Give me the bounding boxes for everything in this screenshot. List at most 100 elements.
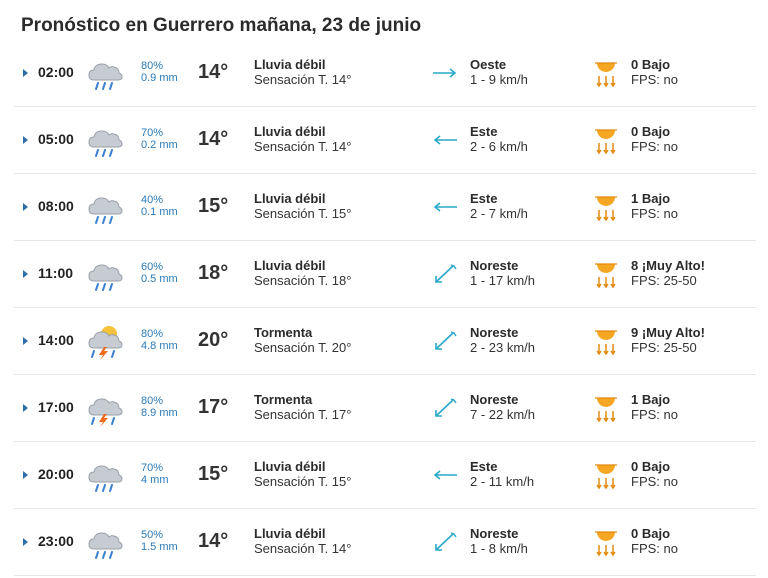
precip-probability: 80%: [141, 328, 164, 340]
feels-like: Sensación T. 14°: [254, 72, 352, 87]
precip-amount: 1.5 mm: [141, 541, 178, 553]
rain-cloud-icon: [88, 197, 123, 224]
precip-probability: 60%: [141, 261, 164, 273]
forecast-row-2000[interactable]: 20:00 70% 4 mm 15° Lluvia débil Sen: [14, 442, 756, 509]
uv-level: 1 Bajo: [631, 191, 671, 206]
uv-index: 9 ¡Muy Alto! FPS: 25-50: [631, 325, 705, 355]
uv-sun-icon: [595, 330, 617, 356]
condition: Tormenta Sensación T. 20°: [254, 325, 351, 355]
forecast-row-0200[interactable]: 02:00 80% 0.9 mm 14° Lluvia débil S: [14, 40, 756, 107]
precip-amount: 0.2 mm: [141, 139, 178, 151]
rain-cloud-icon: [88, 130, 123, 157]
condition: Lluvia débil Sensación T. 15°: [254, 191, 351, 221]
uv-level: 8 ¡Muy Alto!: [631, 258, 705, 273]
wind: Noreste 1 - 8 km/h: [470, 526, 528, 556]
temperature: 15°: [198, 463, 229, 485]
precip-probability: 70%: [141, 462, 164, 474]
rain-cloud-icon: [88, 465, 123, 492]
precip-amount: 0.5 mm: [141, 273, 178, 285]
precip-probability: 80%: [141, 60, 164, 72]
row-time: 14:00: [38, 332, 74, 348]
precipitation: 80% 0.9 mm: [141, 60, 178, 84]
precip-probability: 80%: [141, 395, 164, 407]
condition: Lluvia débil Sensación T. 14°: [254, 124, 351, 154]
feels-like: Sensación T. 18°: [254, 273, 352, 288]
precip-amount: 0.9 mm: [141, 72, 178, 84]
condition: Lluvia débil Sensación T. 14°: [254, 57, 351, 87]
wind-speed: 2 - 23 km/h: [470, 340, 536, 355]
wind-speed: 1 - 9 km/h: [470, 72, 528, 87]
forecast-row-1700[interactable]: 17:00 80% 8.9 mm 17° Tormenta Sensa: [14, 375, 756, 442]
precip-amount: 4.8 mm: [141, 340, 178, 352]
wind-direction: Oeste: [470, 57, 507, 72]
wind-direction: Este: [470, 191, 498, 206]
expand-caret-icon[interactable]: [23, 471, 28, 479]
temperature: 14°: [198, 61, 229, 83]
fps-value: FPS: 25-50: [631, 340, 697, 355]
wind: Noreste 1 - 17 km/h: [470, 258, 535, 288]
condition-label: Tormenta: [254, 392, 313, 407]
precip-probability: 50%: [141, 529, 164, 541]
expand-caret-icon[interactable]: [23, 136, 28, 144]
row-time: 05:00: [38, 131, 74, 147]
expand-caret-icon[interactable]: [23, 69, 28, 77]
page-title: Pronóstico en Guerrero mañana, 23 de jun…: [21, 15, 422, 36]
fps-value: FPS: no: [631, 72, 678, 87]
forecast-list: 02:00 80% 0.9 mm 14° Lluvia débil S: [14, 40, 756, 576]
expand-caret-icon[interactable]: [23, 404, 28, 412]
wind-direction: Noreste: [470, 325, 519, 340]
feels-like: Sensación T. 14°: [254, 541, 352, 556]
arrow-southwest-icon: [435, 331, 457, 350]
uv-index: 0 Bajo FPS: no: [631, 124, 678, 154]
uv-index: 1 Bajo FPS: no: [631, 392, 678, 422]
expand-caret-icon[interactable]: [23, 337, 28, 345]
precipitation: 80% 8.9 mm: [141, 395, 178, 419]
forecast-row-2300[interactable]: 23:00 50% 1.5 mm 14° Lluvia débil S: [14, 509, 756, 576]
forecast-row-0500[interactable]: 05:00 70% 0.2 mm 14° Lluvia débil S: [14, 107, 756, 174]
temperature: 18°: [198, 262, 229, 284]
precip-amount: 8.9 mm: [141, 407, 178, 419]
row-time: 11:00: [38, 265, 74, 281]
storm-sun-icon: [88, 326, 123, 360]
wind-speed: 2 - 11 km/h: [470, 474, 535, 489]
forecast-row-1400[interactable]: 14:00 80% 4.8 mm 20° Tormenta Sensa: [14, 308, 756, 375]
condition-label: Lluvia débil: [254, 57, 326, 72]
temperature: 20°: [198, 329, 229, 351]
row-time: 23:00: [38, 533, 74, 549]
expand-caret-icon[interactable]: [23, 203, 28, 211]
condition-label: Lluvia débil: [254, 526, 326, 541]
uv-level: 9 ¡Muy Alto!: [631, 325, 705, 340]
storm-icon: [88, 398, 123, 427]
precip-amount: 4 mm: [141, 474, 169, 486]
wind: Este 2 - 6 km/h: [470, 124, 528, 154]
feels-like: Sensación T. 15°: [254, 474, 352, 489]
wind-speed: 1 - 8 km/h: [470, 541, 528, 556]
condition: Lluvia débil Sensación T. 18°: [254, 258, 351, 288]
arrow-southwest-icon: [435, 398, 457, 417]
wind-direction: Noreste: [470, 258, 519, 273]
uv-level: 0 Bajo: [631, 459, 671, 474]
precip-amount: 0.1 mm: [141, 206, 178, 218]
uv-index: 0 Bajo FPS: no: [631, 526, 678, 556]
expand-caret-icon[interactable]: [23, 270, 28, 278]
forecast-row-1100[interactable]: 11:00 60% 0.5 mm 18° Lluvia débil S: [14, 241, 756, 308]
wind-direction: Noreste: [470, 392, 519, 407]
condition-label: Tormenta: [254, 325, 313, 340]
precipitation: 80% 4.8 mm: [141, 328, 178, 352]
wind: Oeste 1 - 9 km/h: [470, 57, 528, 87]
wind: Noreste 7 - 22 km/h: [470, 392, 535, 422]
precip-probability: 40%: [141, 194, 164, 206]
fps-value: FPS: no: [631, 541, 678, 556]
forecast-row-0800[interactable]: 08:00 40% 0.1 mm 15° Lluvia débil S: [14, 174, 756, 241]
arrow-southwest-icon: [435, 532, 457, 551]
wind-direction: Este: [470, 459, 498, 474]
fps-value: FPS: no: [631, 139, 678, 154]
feels-like: Sensación T. 17°: [254, 407, 352, 422]
expand-caret-icon[interactable]: [23, 538, 28, 546]
uv-index: 0 Bajo FPS: no: [631, 57, 678, 87]
uv-sun-icon: [595, 397, 617, 423]
uv-sun-icon: [595, 62, 617, 88]
uv-sun-icon: [595, 129, 617, 155]
wind-speed: 2 - 6 km/h: [470, 139, 528, 154]
rain-cloud-icon: [88, 264, 123, 291]
